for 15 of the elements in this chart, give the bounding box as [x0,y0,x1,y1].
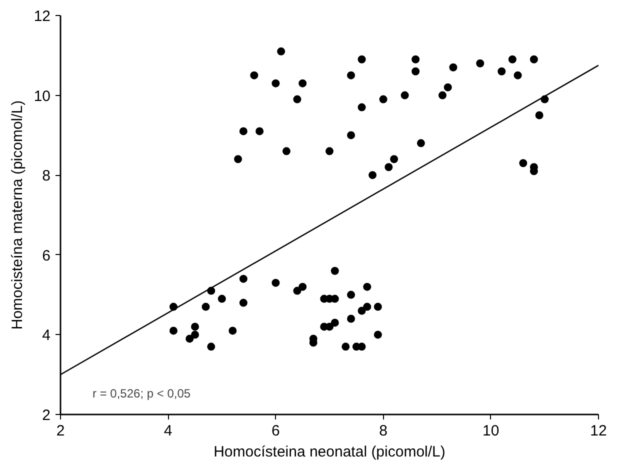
y-tick-label: 4 [42,327,50,344]
annotation: r = 0,526; p < 0,05 [92,386,191,400]
y-tick-label: 2 [42,407,50,424]
x-tick-label: 6 [272,422,280,440]
x-tick-label: 8 [379,422,388,440]
x-tick-label: 4 [164,422,172,440]
y-tick-label: 8 [42,168,50,185]
y-tick-label: 6 [42,247,50,264]
x-tick-label: 12 [590,422,607,440]
y-tick-label: 10 [34,88,51,105]
y-axis-title: Homocisteína materna (picomol/L) [8,100,26,330]
y-tick-label: 12 [34,8,51,25]
x-tick-label: 2 [56,422,65,440]
x-tick-label: 10 [482,422,500,440]
x-axis-title: Homocísteina neonatal (picomol/L) [214,444,446,460]
